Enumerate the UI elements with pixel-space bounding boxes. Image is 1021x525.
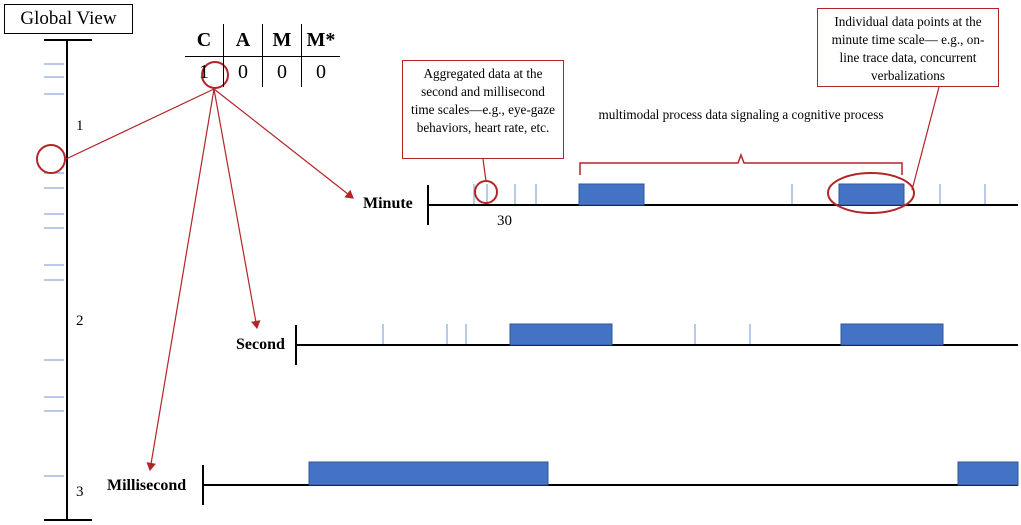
camm-value-row: 1 0 0 0 bbox=[185, 56, 340, 87]
individual-data-callout: Individual data points at the minute tim… bbox=[817, 8, 999, 87]
arrow-to-minute bbox=[213, 88, 354, 199]
global-highlight-circle bbox=[36, 144, 66, 174]
header-a: A bbox=[223, 24, 263, 57]
scale-label-1: 1 bbox=[76, 118, 84, 134]
millisecond-bar-2 bbox=[957, 461, 1019, 486]
minute-timeline bbox=[427, 172, 1018, 225]
minute-point-circle bbox=[474, 180, 498, 204]
millisecond-timeline bbox=[202, 461, 1019, 505]
minute-tick-label: 30 bbox=[497, 213, 512, 229]
multimodal-note: multimodal process data signaling a cogn… bbox=[598, 107, 884, 122]
multimodal-brace bbox=[579, 152, 903, 175]
value-c: 1 bbox=[185, 56, 224, 87]
millisecond-label: Millisecond bbox=[107, 477, 187, 494]
second-bar-1 bbox=[509, 323, 613, 346]
value-m-star: 0 bbox=[316, 60, 326, 83]
camm-header-row: C A M M* bbox=[185, 24, 340, 57]
global-scale bbox=[36, 39, 92, 521]
minute-bar-ellipse bbox=[827, 172, 915, 214]
second-label: Second bbox=[236, 336, 285, 353]
value-m: 0 bbox=[262, 56, 302, 87]
global-ticks bbox=[44, 63, 64, 477]
minute-bar-1 bbox=[578, 183, 645, 206]
global-view-title: Global View bbox=[4, 4, 133, 34]
arrow-to-second bbox=[213, 88, 261, 330]
arrow-to-millisecond bbox=[146, 88, 215, 472]
minute-ticks bbox=[473, 184, 986, 204]
second-ticks bbox=[382, 324, 751, 344]
header-c: C bbox=[185, 24, 224, 57]
aggregated-callout-pointer bbox=[482, 158, 487, 182]
millisecond-bar-1 bbox=[308, 461, 549, 486]
camm-table: C A M M* 1 0 0 0 bbox=[185, 24, 340, 87]
connector-arrows bbox=[65, 88, 354, 472]
second-timeline bbox=[295, 323, 1018, 365]
scale-label-3: 3 bbox=[76, 484, 84, 500]
value-a: 0 bbox=[223, 56, 263, 87]
minute-bar-2 bbox=[838, 183, 905, 206]
scale-label-2: 2 bbox=[76, 313, 84, 329]
header-m-star: M* bbox=[306, 28, 336, 51]
individual-callout-pointer bbox=[911, 86, 940, 191]
aggregated-data-callout: Aggregated data at the second and millis… bbox=[402, 60, 564, 159]
header-m: M bbox=[262, 24, 302, 57]
second-bar-2 bbox=[840, 323, 944, 346]
arrow-to-global bbox=[65, 88, 215, 160]
minute-label: Minute bbox=[363, 195, 413, 212]
